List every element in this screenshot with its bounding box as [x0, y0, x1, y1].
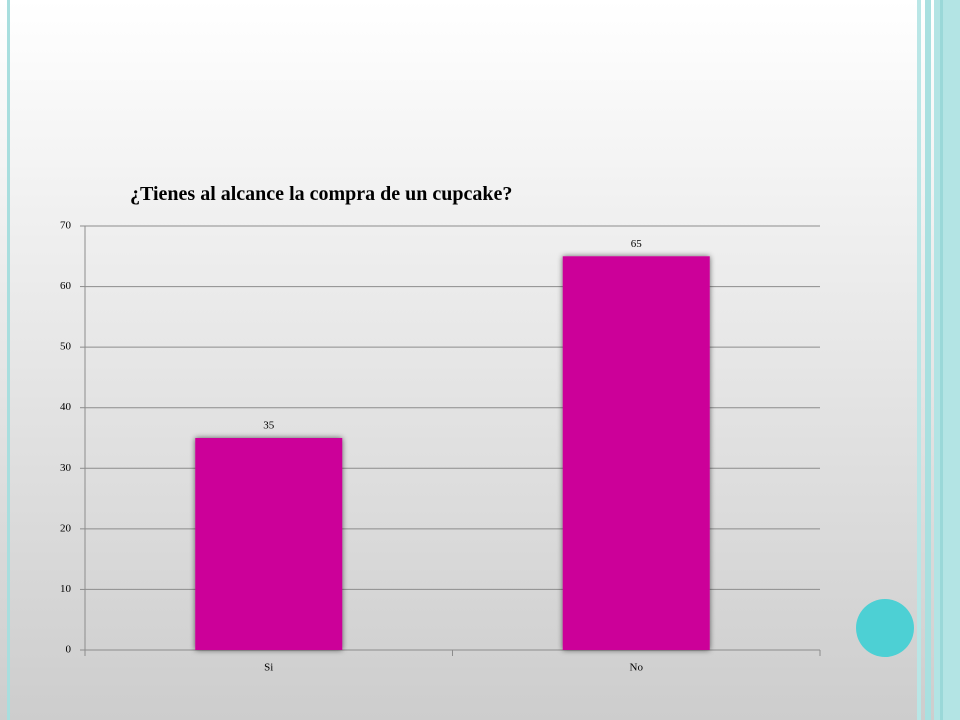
y-tick-label: 0 — [66, 644, 72, 656]
chart-title: ¿Tienes al alcance la compra de un cupca… — [130, 183, 512, 205]
left-border — [7, 0, 10, 720]
right-stripe — [940, 0, 943, 720]
data-label: 65 — [631, 238, 643, 250]
plot-area: 0 10 20 30 40 50 60 70 Si 35 No 65 — [60, 220, 821, 674]
bar — [195, 438, 343, 650]
right-stripe — [925, 0, 931, 720]
bar — [562, 256, 710, 650]
y-tick-label: 60 — [60, 280, 72, 292]
decor-circle — [856, 599, 914, 657]
y-tick-label: 70 — [60, 220, 72, 232]
y-tick-label: 20 — [60, 522, 72, 534]
right-stripe — [934, 0, 960, 720]
y-tick-label: 50 — [60, 341, 72, 353]
y-tick-label: 30 — [60, 462, 72, 474]
data-label: 35 — [263, 420, 275, 432]
y-tick-label: 10 — [60, 583, 72, 595]
x-tick-label: Si — [264, 662, 273, 674]
right-stripe — [917, 0, 921, 720]
y-tick-label: 40 — [60, 401, 72, 413]
x-tick-label: No — [630, 662, 644, 674]
